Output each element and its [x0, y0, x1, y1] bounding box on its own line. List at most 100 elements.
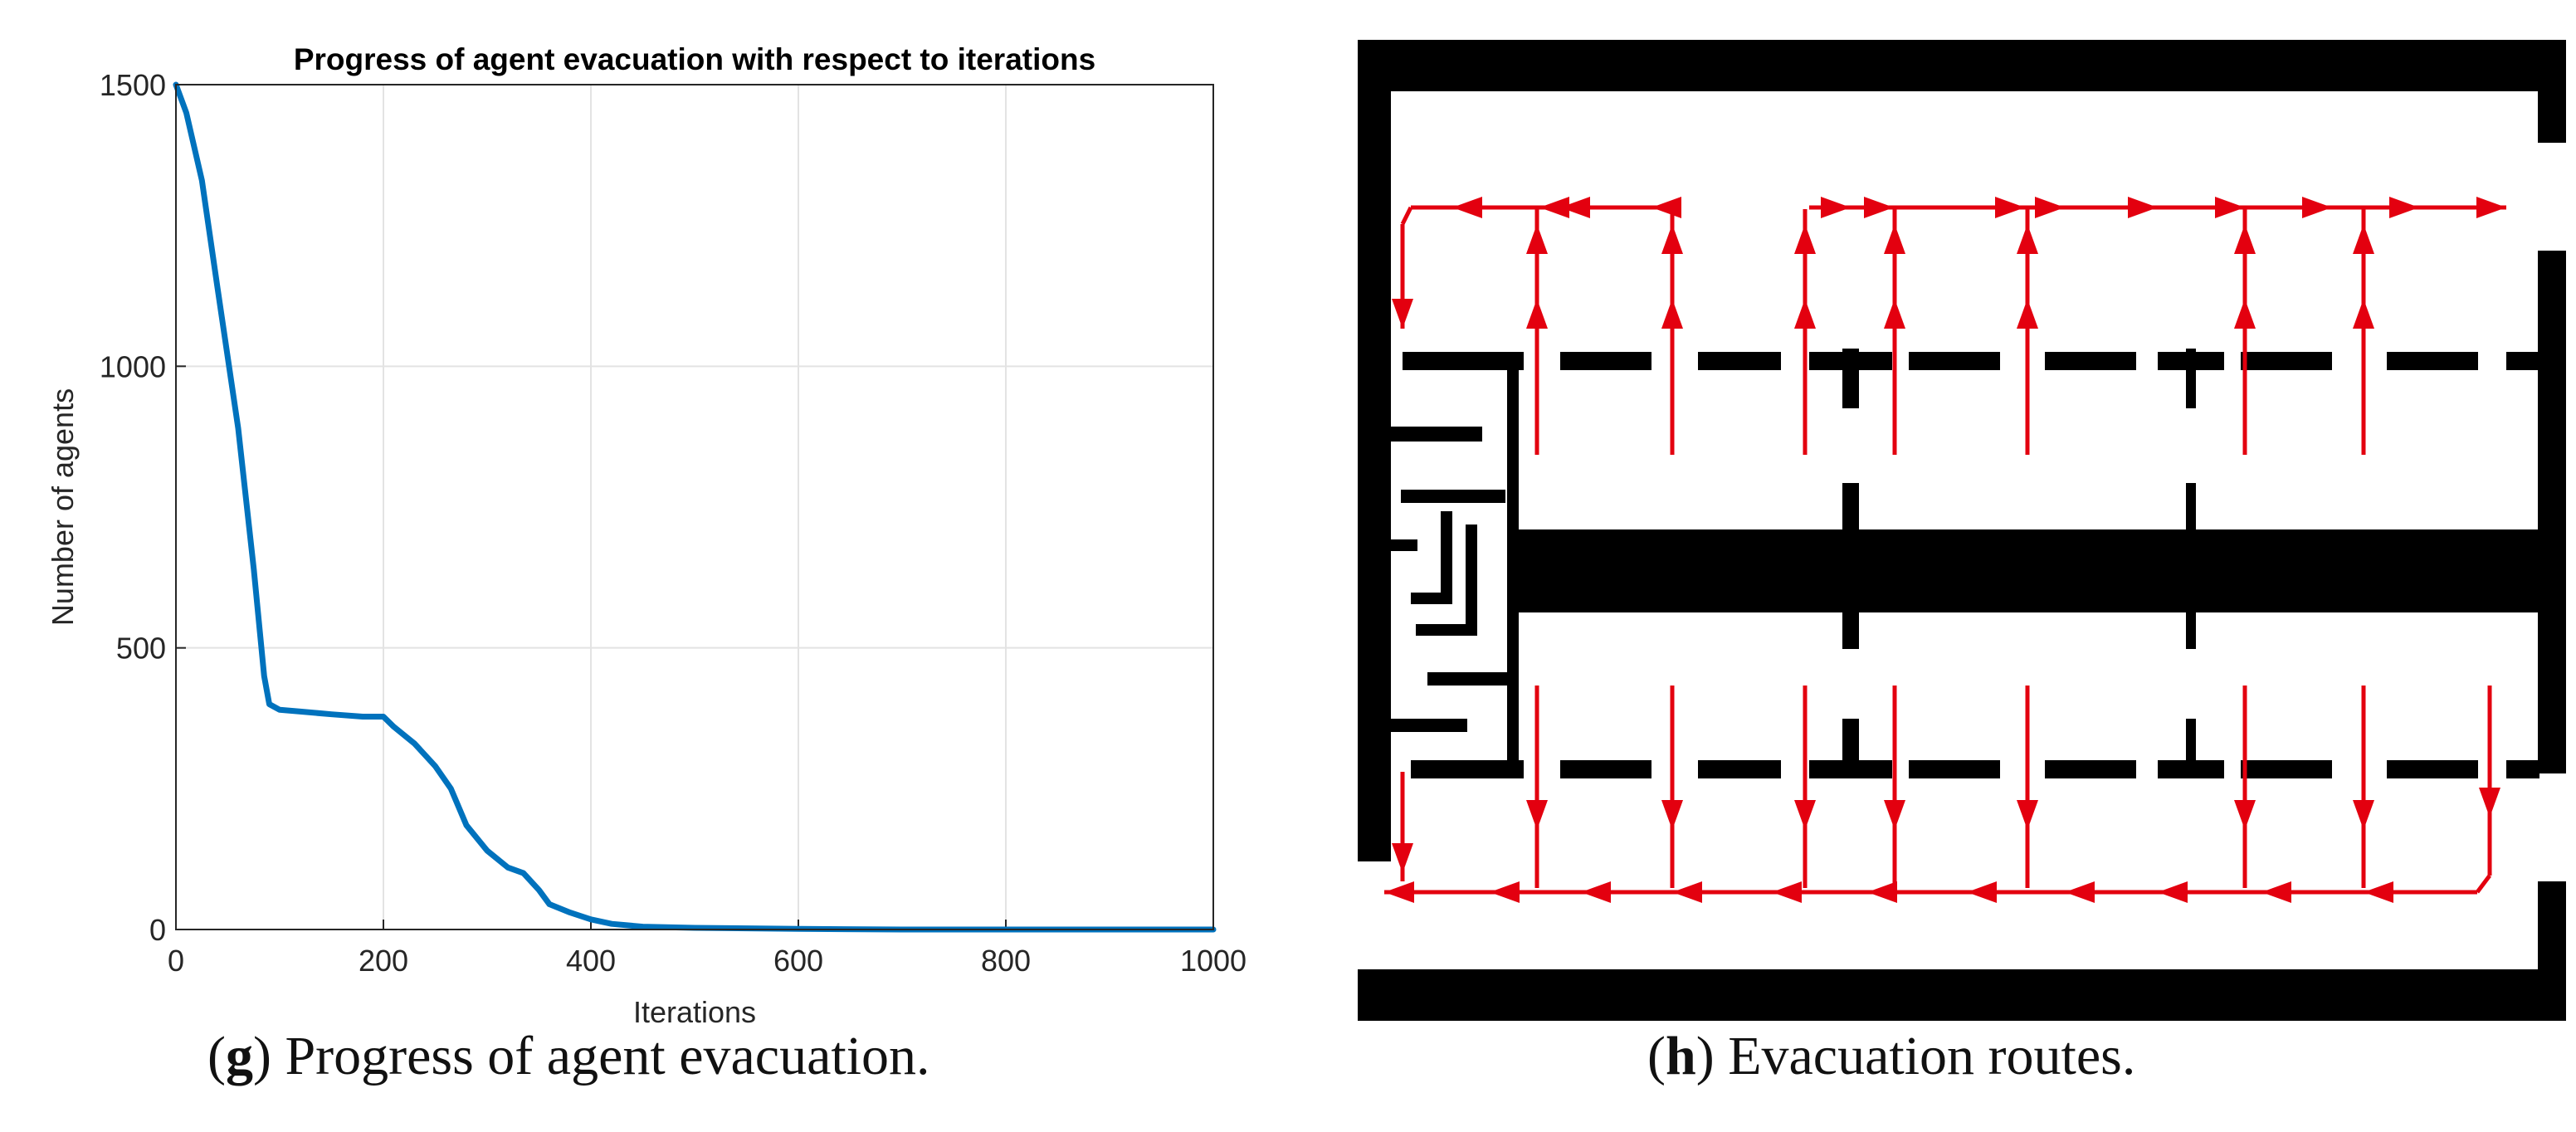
route-arrowhead	[2261, 881, 2291, 903]
route-arrowhead	[2364, 881, 2393, 903]
caption-h: (h) Evacuation routes.	[1647, 1026, 2136, 1086]
pillar	[1842, 483, 1859, 529]
route-arrowhead	[1526, 299, 1548, 329]
evacuation-routes	[1384, 197, 2506, 903]
maze-bar	[1391, 427, 1482, 442]
route-arrowhead	[1772, 881, 1802, 903]
x-tick-label: 600	[773, 944, 823, 978]
route-arrowhead	[1651, 197, 1681, 218]
route-arrowhead	[1967, 881, 1997, 903]
pillar	[1842, 719, 1859, 770]
pillar	[2186, 612, 2196, 649]
route-arrowhead	[1581, 881, 1611, 903]
x-tick-labels: 0 200 400 600 800 1000	[168, 944, 1247, 978]
pillar	[1842, 612, 1859, 649]
x-tick-label: 1000	[1180, 944, 1247, 978]
x-tick-label: 200	[359, 944, 408, 978]
caption-g-letter: g	[225, 1026, 253, 1086]
route-arrowhead	[1560, 197, 1590, 218]
route-arrowhead	[1539, 197, 1569, 218]
series-line-agents	[173, 81, 1217, 933]
route-arrowhead	[2476, 197, 2506, 218]
caption-g: (g) Progress of agent evacuation.	[207, 1026, 930, 1086]
route-arrowhead	[2479, 788, 2500, 817]
maze-bar	[1411, 593, 1452, 604]
route-arrowhead	[2215, 197, 2245, 218]
maze-bar	[1401, 490, 1505, 503]
y-tick-label: 0	[149, 913, 166, 947]
y-tick-label: 500	[116, 632, 166, 666]
route-arrowhead	[2234, 299, 2256, 329]
route-arrowhead	[1884, 299, 1905, 329]
route-arrowhead	[1884, 224, 1905, 254]
right-wall-lower	[2538, 881, 2566, 1021]
evacuation-map-h	[1358, 40, 2566, 1021]
caption-h-letter: h	[1665, 1026, 1696, 1086]
route-arrowhead	[2017, 800, 2038, 830]
caption-g-text: Progress of agent evacuation.	[285, 1026, 930, 1086]
pillar	[2186, 719, 2196, 770]
y-tick-labels: 0 500 1000 1500	[100, 68, 166, 947]
route-arrowhead	[1995, 197, 2025, 218]
y-axis-label: Number of agents	[46, 388, 80, 626]
x-tick-label: 400	[566, 944, 616, 978]
plot-frame	[175, 84, 1214, 930]
walls	[1358, 40, 2566, 1021]
maze-bar	[1416, 624, 1477, 636]
y-tick-label: 1500	[100, 68, 166, 102]
route-arrowhead	[1526, 800, 1548, 830]
route-arrowhead	[1794, 800, 1816, 830]
maze-bar	[1391, 539, 1417, 551]
caption-h-text: Evacuation routes.	[1728, 1026, 2136, 1086]
maze-bar	[1427, 672, 1509, 686]
chart-g: 0 200 400 600 800 1000 0 500 1000 1500 Progress …	[46, 42, 1247, 1029]
dashed-partition-upper	[1403, 352, 2539, 370]
x-axis-label: Iterations	[633, 995, 756, 1029]
route-arrowhead	[2234, 800, 2256, 830]
right-wall-upper	[2538, 40, 2566, 143]
route-arrowhead	[2035, 197, 2065, 218]
route-arrowhead	[2353, 800, 2374, 830]
route-arrowhead	[1452, 197, 1482, 218]
route-arrowhead	[2353, 299, 2374, 329]
route-arrowhead	[1672, 881, 1702, 903]
route-arrowhead	[2128, 197, 2158, 218]
route-arrowhead	[2234, 224, 2256, 254]
route-arrowhead	[2389, 197, 2419, 218]
route-arrowhead	[2353, 224, 2374, 254]
route-arrowhead	[2017, 224, 2038, 254]
maze-bar	[1441, 511, 1452, 604]
plot-area	[175, 84, 1214, 930]
route-arrowhead	[1392, 843, 1413, 873]
bottom-wall	[1358, 969, 2566, 1021]
route-arrowhead	[1526, 224, 1548, 254]
maze-bar	[1466, 525, 1477, 634]
y-tick-label: 1000	[100, 349, 166, 383]
pillar	[2186, 483, 2196, 529]
top-wall	[1358, 40, 2566, 91]
right-wall-middle	[2538, 251, 2566, 773]
route-line	[1400, 206, 1413, 226]
route-arrowhead	[1661, 299, 1683, 329]
route-arrowhead	[2065, 881, 2095, 903]
x-tick-label: 0	[168, 944, 184, 978]
dashed-partition-lower	[1411, 760, 2539, 778]
route-arrowhead	[1884, 800, 1905, 830]
route-arrowhead	[1661, 224, 1683, 254]
route-arrowhead	[1794, 224, 1816, 254]
route-arrowhead	[1821, 197, 1851, 218]
route-line	[2476, 874, 2491, 894]
route-arrowhead	[1794, 299, 1816, 329]
route-arrowhead	[1384, 881, 1414, 903]
maze-bar	[1391, 719, 1467, 732]
chart-title: Progress of agent evacuation with respec…	[294, 42, 1095, 76]
x-tick-label: 800	[981, 944, 1031, 978]
left-wall	[1358, 40, 1391, 861]
route-arrowhead	[1867, 881, 1897, 903]
route-arrowhead	[2158, 881, 2188, 903]
central-block	[1512, 529, 2541, 612]
route-arrowhead	[1490, 881, 1520, 903]
route-arrowhead	[1661, 800, 1683, 830]
route-arrowhead	[1864, 197, 1894, 218]
